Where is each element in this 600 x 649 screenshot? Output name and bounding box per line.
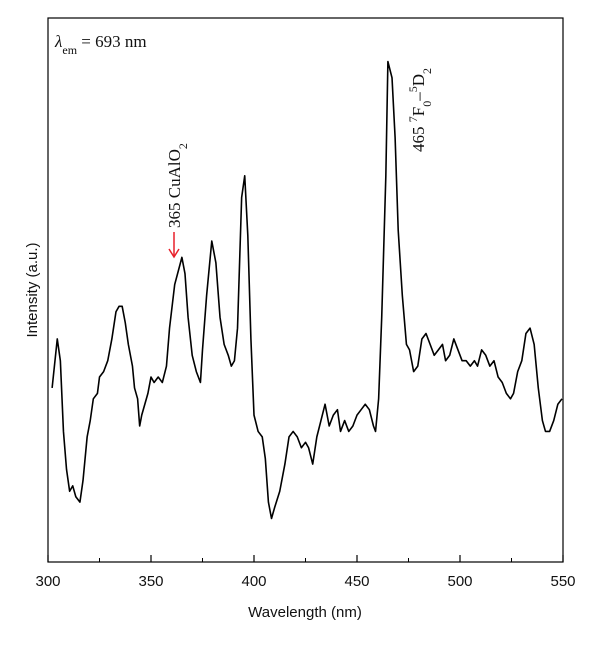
red-arrow <box>168 232 180 259</box>
annotation-part: 7 <box>406 116 420 122</box>
annotation-part: 365 CuAlO <box>165 149 184 228</box>
annotation: 365 CuAlO2 <box>165 143 190 228</box>
y-axis-label: Intensity (a.u.) <box>24 242 41 337</box>
annotation-part: em <box>62 43 77 57</box>
annotation-part: = 693 nm <box>77 32 147 51</box>
annotation: 465 7F0–5D2 <box>406 68 434 152</box>
plot-frame <box>47 17 564 563</box>
annotation: λem = 693 nm <box>54 32 147 57</box>
x-tick-label: 500 <box>447 573 472 590</box>
x-tick-label: 300 <box>35 573 60 590</box>
annotation-part: 0 <box>420 101 434 107</box>
x-tick-label: 450 <box>344 573 369 590</box>
x-tick-label: 350 <box>138 573 163 590</box>
x-tick-label: 550 <box>550 573 575 590</box>
annotation-part: 5 <box>406 86 420 92</box>
x-axis-label: Wavelength (nm) <box>248 604 362 621</box>
annotation-part: D <box>409 74 428 86</box>
annotation-part: 2 <box>420 68 434 74</box>
annotation-part: λ <box>54 32 62 51</box>
annotation-part: 465 <box>409 122 428 152</box>
x-tick-label: 400 <box>241 573 266 590</box>
annotation-part: – <box>409 92 428 102</box>
annotation-part: 2 <box>176 143 190 149</box>
spectrum-line <box>51 60 563 520</box>
annotation-part: F <box>409 107 428 116</box>
